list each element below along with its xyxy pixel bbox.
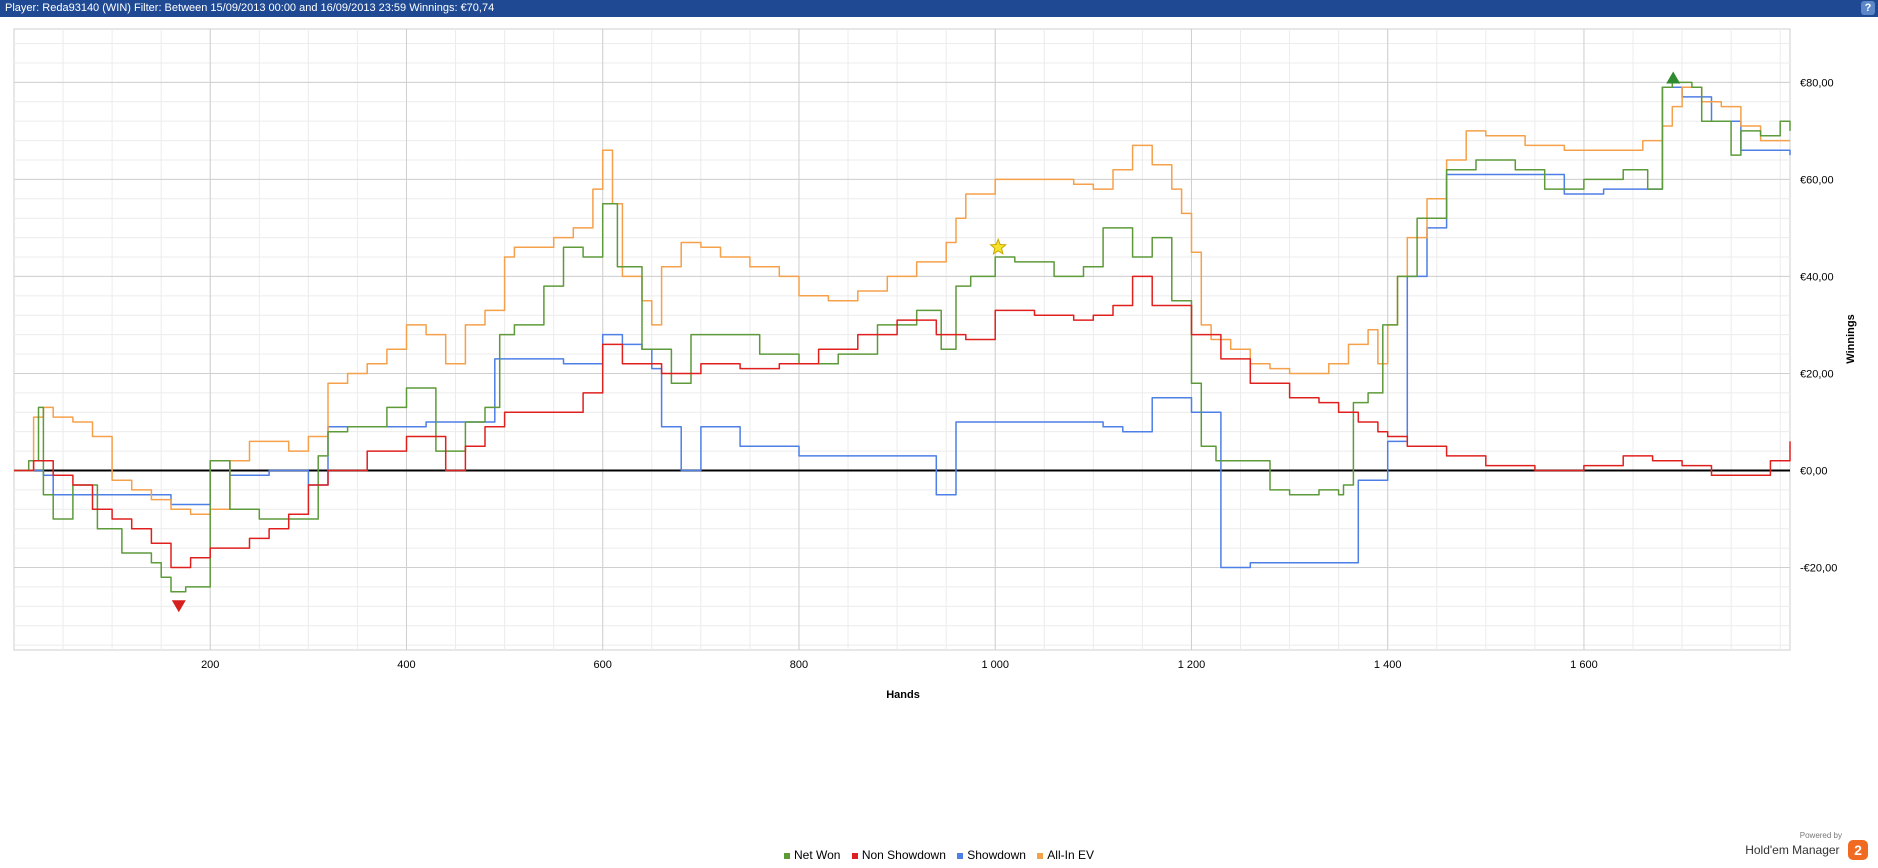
chart-grid (13, 28, 1791, 651)
showdown-swatch (957, 852, 964, 859)
y-tick-label: -€20,00 (1800, 563, 1837, 575)
triangle-up-marker (1666, 71, 1681, 84)
non-showdown-line (14, 275, 1791, 569)
y-tick-label: €80,00 (1800, 77, 1834, 89)
x-tick-label: 1 400 (1374, 659, 1402, 671)
all-in-ev-line (14, 86, 1790, 515)
x-tick-label: 1 000 (981, 659, 1009, 671)
winnings-chart: -€20,00 €0,00 €20,00 €40,00 €60,00 €80,00 200 4… (13, 28, 1857, 701)
plot-area (13, 28, 1791, 651)
x-axis-title: Hands (886, 689, 920, 701)
brand-logo-icon: 2 (1848, 840, 1868, 860)
y-tick-label: €40,00 (1800, 271, 1834, 283)
brand-logo-area: Powered by Hold'em Manager 2 (1745, 831, 1868, 860)
net-won-line (14, 81, 1791, 593)
y-tick-label: €0,00 (1800, 465, 1828, 477)
legend-item-all-in-ev[interactable]: All-In EV (1037, 848, 1094, 862)
legend-item-non-showdown[interactable]: Non Showdown (851, 848, 946, 862)
y-tick-label: €20,00 (1800, 368, 1834, 380)
x-tick-label: 800 (790, 659, 808, 671)
report-header-text: Player: Reda93140 (WIN) Filter: Between … (5, 2, 495, 14)
x-tick-label: 1 600 (1570, 659, 1598, 671)
x-tick-label: 600 (594, 659, 612, 671)
brand-name: Hold'em Manager (1745, 843, 1840, 857)
chart-axes: -€20,00 €0,00 €20,00 €40,00 €60,00 €80,00 200 4… (14, 77, 1837, 671)
powered-by-text: Powered by (1799, 831, 1842, 840)
legend-label: Non Showdown (861, 848, 946, 862)
triangle-down-marker (171, 600, 186, 613)
non-showdown-swatch (851, 852, 858, 859)
legend-item-net-won[interactable]: Net Won (784, 848, 840, 862)
legend-label: All-In EV (1047, 848, 1094, 862)
star-marker (989, 237, 1008, 255)
legend-label: Net Won (794, 848, 841, 862)
report-header-bar: Player: Reda93140 (WIN) Filter: Between … (0, 0, 1878, 17)
chart-markers (171, 71, 1681, 613)
legend-label: Showdown (967, 848, 1026, 862)
y-axis-title: Winnings (1845, 314, 1857, 363)
chart-series (14, 81, 1791, 593)
legend-item-showdown[interactable]: Showdown (957, 848, 1026, 862)
x-tick-label: 200 (201, 659, 219, 671)
help-icon[interactable]: ? (1861, 1, 1875, 15)
x-tick-label: 1 200 (1178, 659, 1206, 671)
all-in-ev-swatch (1037, 852, 1044, 859)
chart-legend: Net Won Non Showdown Showdown All-In EV (0, 848, 1878, 862)
y-tick-label: €60,00 (1800, 174, 1834, 186)
net-won-swatch (784, 852, 791, 859)
x-tick-label: 400 (397, 659, 415, 671)
